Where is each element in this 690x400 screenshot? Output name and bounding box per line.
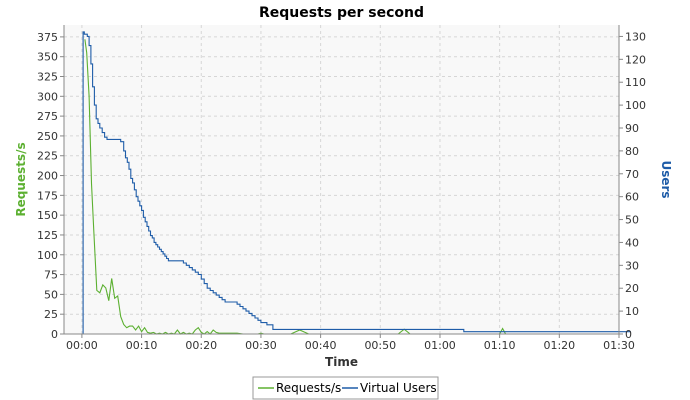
plot-area [64, 25, 619, 334]
right-y-tick-label: 40 [625, 236, 639, 249]
left-y-tick-label: 50 [44, 288, 58, 301]
left-y-tick-label: 350 [37, 51, 58, 64]
x-tick-label: 00:50 [364, 339, 396, 352]
grid-lines [64, 25, 620, 335]
left-y-tick-label: 275 [37, 110, 58, 123]
x-tick-label: 01:30 [603, 339, 635, 352]
x-tick-label: 00:00 [66, 339, 98, 352]
legend-label-virtual-users: Virtual Users [360, 381, 437, 395]
x-tick-label: 01:10 [484, 339, 516, 352]
left-y-tick-label: 0 [51, 328, 58, 341]
left-y-tick-label: 125 [37, 229, 58, 242]
left-y-tick-label: 75 [44, 269, 58, 282]
left-y-tick-label: 250 [37, 130, 58, 143]
x-tick-label: 00:40 [305, 339, 337, 352]
right-y-tick-label: 70 [625, 168, 639, 181]
right-y-tick-label: 110 [625, 76, 646, 89]
right-y-tick-label: 80 [625, 145, 639, 158]
right-y-tick-label: 20 [625, 282, 639, 295]
right-y-tick-label: 90 [625, 122, 639, 135]
right-y-tick-label: 0 [625, 328, 632, 341]
x-tick-label: 00:20 [185, 339, 217, 352]
right-y-tick-label: 120 [625, 53, 646, 66]
left-y-tick-label: 100 [37, 249, 58, 262]
x-tick-label: 00:10 [126, 339, 158, 352]
right-y-tick-label: 50 [625, 214, 639, 227]
left-y-tick-label: 325 [37, 71, 58, 84]
chart-title: Requests per second [259, 5, 424, 21]
left-y-tick-label: 225 [37, 150, 58, 163]
axes: 0255075100125150175200225250275300325350… [37, 25, 646, 352]
right-y-tick-label: 60 [625, 191, 639, 204]
left-y-tick-label: 375 [37, 31, 58, 44]
legend: Requests/s Virtual Users [252, 376, 439, 400]
series-line-virtual-users [81, 31, 631, 335]
left-y-tick-label: 300 [37, 90, 58, 103]
right-y-tick-label: 10 [625, 305, 639, 318]
right-y-tick-label: 130 [625, 30, 646, 43]
left-y-tick-label: 200 [37, 170, 58, 183]
right-y-tick-label: 100 [625, 99, 646, 112]
left-y-axis-title: Requests/s [14, 142, 28, 216]
left-y-tick-label: 175 [37, 189, 58, 202]
x-tick-label: 00:30 [245, 339, 277, 352]
right-y-axis-title: Users [659, 160, 673, 198]
left-y-tick-label: 150 [37, 209, 58, 222]
x-tick-label: 01:00 [424, 339, 456, 352]
x-axis-title: Time [325, 355, 358, 369]
legend-label-requests: Requests/s [276, 381, 341, 395]
right-y-tick-label: 30 [625, 259, 639, 272]
left-y-tick-label: 25 [44, 308, 58, 321]
x-tick-label: 01:20 [543, 339, 575, 352]
